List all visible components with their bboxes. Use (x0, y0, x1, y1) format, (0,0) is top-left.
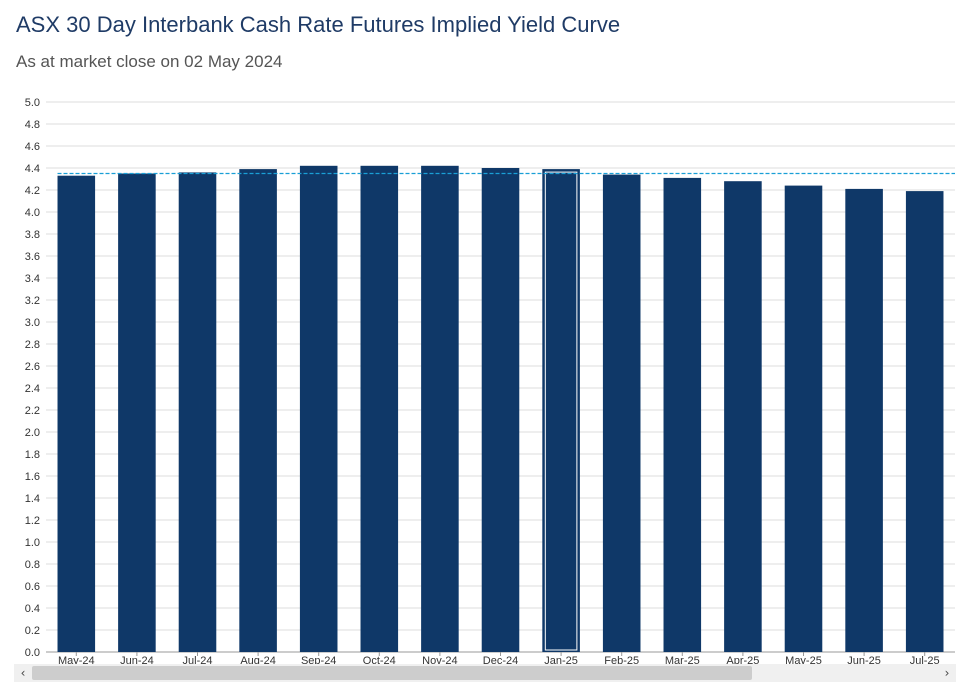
x-tick-label: Jun-24 (120, 655, 154, 664)
bar[interactable] (663, 177, 702, 652)
y-tick-label: 2.8 (25, 339, 40, 351)
y-tick-label: 1.0 (25, 537, 40, 549)
y-tick-label: 3.0 (25, 317, 40, 329)
bar[interactable] (481, 168, 520, 652)
bars (57, 165, 944, 653)
x-tick-label: May-25 (785, 655, 822, 664)
x-tick-label: Nov-24 (422, 655, 457, 664)
x-tick-label: Oct-24 (363, 655, 396, 664)
x-axis-ticks: May-24 Jun-24 Jul-24 Aug-24 Sep-24 Oct-24 Nov-… (58, 652, 940, 664)
y-tick-label: 3.2 (25, 295, 40, 307)
x-tick-label: May-24 (58, 655, 95, 664)
horizontal-scrollbar[interactable]: ‹ › (14, 664, 956, 682)
y-tick-label: 2.0 (25, 427, 40, 439)
y-tick-label: 3.4 (25, 273, 40, 285)
scroll-thumb[interactable] (32, 666, 752, 680)
y-tick-label: 0.8 (25, 559, 40, 571)
scroll-left-icon[interactable]: ‹ (20, 666, 26, 680)
bar-highlight (544, 171, 578, 651)
y-tick-label: 0.6 (25, 581, 40, 593)
x-tick-label: Jun-25 (847, 655, 881, 664)
y-tick-label: 4.0 (25, 207, 40, 219)
x-tick-label: Sep-24 (301, 655, 336, 664)
x-tick-label: Jul-24 (183, 655, 213, 664)
y-tick-label: 3.8 (25, 229, 40, 241)
y-tick-label: 0.0 (25, 647, 40, 659)
y-tick-label: 4.4 (25, 163, 40, 175)
x-tick-label: Mar-25 (665, 655, 700, 664)
bar[interactable] (602, 174, 641, 652)
y-tick-label: 2.4 (25, 383, 40, 395)
chart-subtitle: As at market close on 02 May 2024 (16, 52, 283, 71)
x-tick-label: Jul-25 (910, 655, 940, 664)
bar[interactable] (118, 173, 156, 653)
y-tick-label: 1.8 (25, 449, 40, 461)
bar[interactable] (421, 165, 459, 653)
bar[interactable] (905, 191, 944, 652)
bar[interactable] (724, 181, 762, 652)
y-tick-label: 1.6 (25, 471, 40, 483)
y-axis-ticks: 0.0 0.2 0.4 0.6 0.8 1.0 1.2 1.4 1.6 1.8 2.0 2.2 2.4 2… (25, 97, 40, 659)
y-tick-label: 1.4 (25, 493, 40, 505)
bar[interactable] (845, 188, 883, 652)
y-tick-label: 4.6 (25, 141, 40, 153)
y-tick-label: 4.8 (25, 119, 40, 131)
bar[interactable] (239, 169, 277, 652)
bar[interactable] (542, 169, 580, 652)
bar[interactable] (299, 165, 338, 653)
bar[interactable] (360, 165, 399, 653)
y-tick-label: 0.2 (25, 625, 40, 637)
x-tick-label: Aug-24 (240, 655, 275, 664)
yield-curve-chart: 0.0 0.2 0.4 0.6 0.8 1.0 1.2 1.4 1.6 1.8 2.0 2.2 2.4 2… (25, 97, 955, 664)
y-tick-label: 2.2 (25, 405, 40, 417)
x-tick-label: Feb-25 (604, 655, 639, 664)
y-tick-label: 1.2 (25, 515, 40, 527)
scroll-right-icon[interactable]: › (944, 666, 950, 680)
bar[interactable] (178, 172, 217, 652)
bar[interactable] (784, 185, 823, 652)
y-tick-label: 3.6 (25, 251, 40, 263)
y-tick-label: 5.0 (25, 97, 40, 109)
x-tick-label: Jan-25 (544, 655, 578, 664)
y-tick-label: 4.2 (25, 185, 40, 197)
bar[interactable] (57, 175, 96, 652)
x-tick-label: Apr-25 (726, 655, 759, 664)
chart-title: ASX 30 Day Interbank Cash Rate Futures I… (16, 12, 621, 37)
y-tick-label: 2.6 (25, 361, 40, 373)
y-tick-label: 0.4 (25, 603, 40, 615)
x-tick-label: Dec-24 (483, 655, 518, 664)
